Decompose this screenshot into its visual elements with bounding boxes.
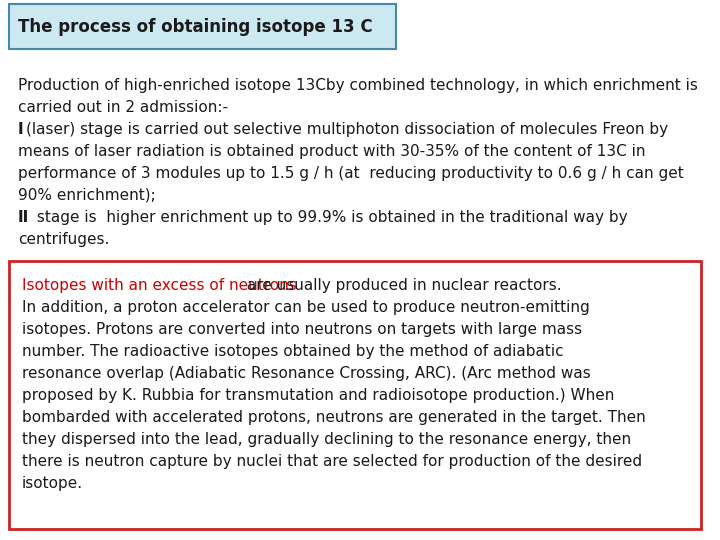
FancyBboxPatch shape [9, 4, 396, 49]
Text: isotope.: isotope. [22, 476, 83, 491]
Text: there is neutron capture by nuclei that are selected for production of the desir: there is neutron capture by nuclei that … [22, 454, 642, 469]
Text: Isotopes with an excess of neutrons: Isotopes with an excess of neutrons [22, 278, 297, 293]
Text: isotopes. Protons are converted into neutrons on targets with large mass: isotopes. Protons are converted into neu… [22, 322, 582, 337]
Text: bombarded with accelerated protons, neutrons are generated in the target. Then: bombarded with accelerated protons, neut… [22, 410, 646, 425]
Text: number. The radioactive isotopes obtained by the method of adiabatic: number. The radioactive isotopes obtaine… [22, 344, 564, 359]
Text: carried out in 2 admission:-: carried out in 2 admission:- [18, 100, 228, 115]
Text: resonance overlap (Adiabatic Resonance Crossing, ARC). (Arc method was: resonance overlap (Adiabatic Resonance C… [22, 366, 590, 381]
FancyBboxPatch shape [9, 261, 701, 529]
Text: I: I [18, 122, 24, 137]
Text: In addition, a proton accelerator can be used to produce neutron-emitting: In addition, a proton accelerator can be… [22, 300, 590, 315]
Text: Production of high-enriched isotope 13Cby combined technology, in which enrichme: Production of high-enriched isotope 13Cb… [18, 78, 698, 93]
Text: stage is  higher enrichment up to 99.9% is obtained in the traditional way by: stage is higher enrichment up to 99.9% i… [32, 210, 628, 225]
Text: means of laser radiation is obtained product with 30-35% of the content of 13C i: means of laser radiation is obtained pro… [18, 144, 646, 159]
Text: proposed by K. Rubbia for transmutation and radioisotope production.) When: proposed by K. Rubbia for transmutation … [22, 388, 614, 403]
Text: they dispersed into the lead, gradually declining to the resonance energy, then: they dispersed into the lead, gradually … [22, 432, 631, 447]
Text: are usually produced in nuclear reactors.: are usually produced in nuclear reactors… [243, 278, 562, 293]
Text: 90% enrichment);: 90% enrichment); [18, 188, 156, 203]
Text: performance of 3 modules up to 1.5 g / h (at  reducing productivity to 0.6 g / h: performance of 3 modules up to 1.5 g / h… [18, 166, 684, 181]
Text: II: II [18, 210, 30, 225]
Text: The process of obtaining isotope 13 C: The process of obtaining isotope 13 C [18, 17, 373, 36]
Text: centrifuges.: centrifuges. [18, 232, 109, 247]
Text: (laser) stage is carried out selective multiphoton dissociation of molecules Fre: (laser) stage is carried out selective m… [26, 122, 668, 137]
